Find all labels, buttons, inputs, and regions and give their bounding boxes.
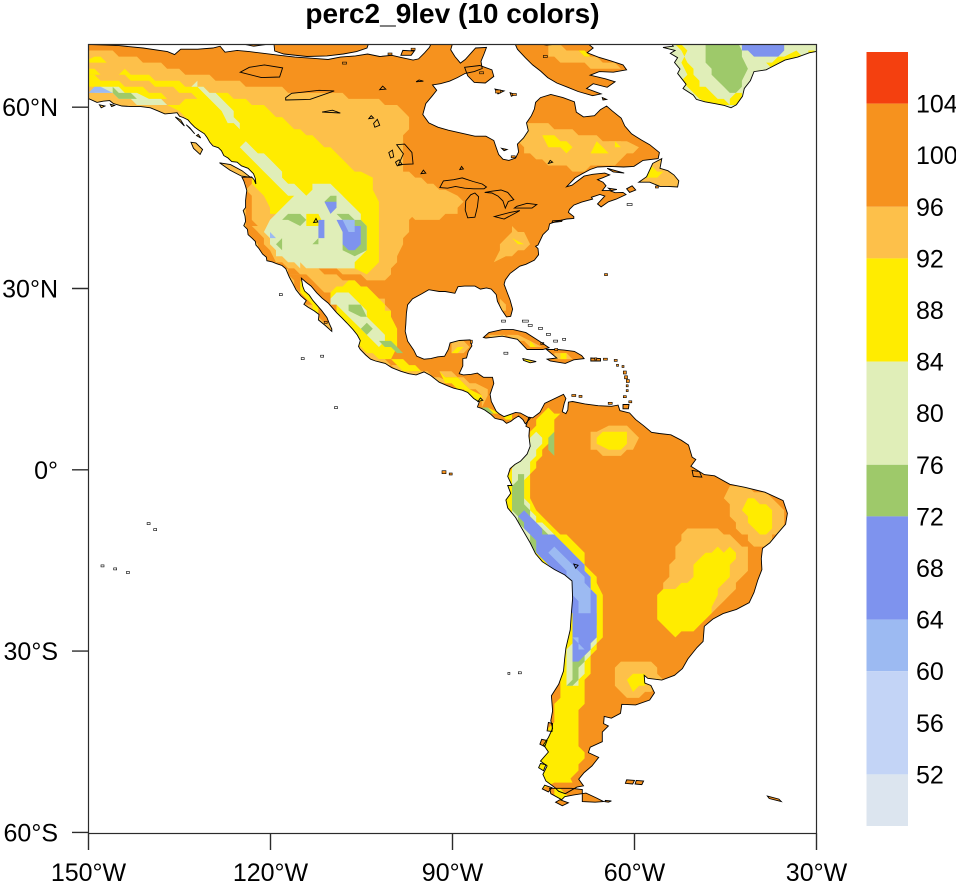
svg-text:90°W: 90°W: [422, 859, 484, 887]
svg-text:104: 104: [916, 91, 956, 119]
svg-text:150°W: 150°W: [51, 859, 127, 887]
svg-text:60°N: 60°N: [2, 94, 58, 122]
svg-text:30°N: 30°N: [2, 276, 58, 304]
svg-text:72: 72: [916, 503, 944, 531]
svg-text:perc2_9lev (10 colors): perc2_9lev (10 colors): [305, 0, 599, 29]
svg-text:100: 100: [916, 142, 956, 170]
svg-text:68: 68: [916, 555, 944, 583]
svg-text:64: 64: [916, 607, 944, 635]
svg-text:60°W: 60°W: [604, 859, 666, 887]
svg-text:80: 80: [916, 400, 944, 428]
svg-text:84: 84: [916, 349, 944, 377]
svg-text:88: 88: [916, 297, 944, 325]
svg-text:60: 60: [916, 658, 944, 686]
svg-text:52: 52: [916, 761, 944, 789]
svg-text:60°S: 60°S: [4, 819, 58, 847]
svg-text:96: 96: [916, 194, 944, 222]
svg-text:56: 56: [916, 710, 944, 738]
svg-text:120°W: 120°W: [233, 859, 309, 887]
svg-text:76: 76: [916, 452, 944, 480]
svg-text:0°: 0°: [34, 457, 58, 485]
svg-text:92: 92: [916, 245, 944, 273]
svg-text:30°S: 30°S: [4, 638, 58, 666]
svg-text:30°W: 30°W: [786, 859, 848, 887]
